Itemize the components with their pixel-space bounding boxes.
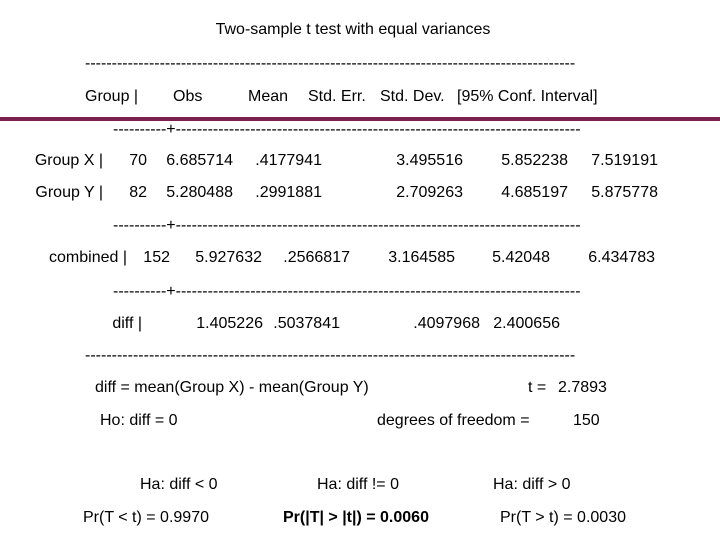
cell-std-err: .5037841	[273, 315, 340, 332]
cell-mean: 1.405226	[196, 315, 263, 332]
cell-obs: 70	[129, 152, 147, 169]
pr-left: Pr(T < t) = 0.9970	[83, 509, 209, 526]
page-title: Two-sample t test with equal variances	[215, 21, 491, 38]
cell-ci-low: 5.42048	[492, 249, 550, 266]
separator-plus-2: ----------+-----------------------------…	[113, 217, 581, 234]
diff-formula-line: diff = mean(Group X) - mean(Group Y) t =…	[0, 378, 720, 398]
table-row-combined: combined | 152 5.927632 .2566817 3.16458…	[0, 248, 720, 268]
separator-plus-3: ----------+-----------------------------…	[113, 283, 581, 300]
pvalues-line: Pr(T < t) = 0.9970 Pr(|T| > |t|) = 0.006…	[0, 508, 720, 528]
cell-std-err: .4177941	[255, 152, 322, 169]
row-label: Group X |	[34, 152, 103, 169]
table-header: Group | Obs Mean Std. Err. Std. Dev. [95…	[0, 87, 720, 107]
cell-ci-low: 4.685197	[501, 184, 568, 201]
header-obs: Obs	[173, 88, 203, 105]
pr-center: Pr(|T| > |t|) = 0.0060	[283, 509, 429, 526]
cell-mean: 6.685714	[166, 152, 233, 169]
cell-mean: 5.927632	[195, 249, 262, 266]
cell-ci-high: 5.875778	[591, 184, 658, 201]
alt-hypotheses-line: Ha: diff < 0 Ha: diff != 0 Ha: diff > 0	[0, 475, 720, 495]
cell-std-dev: 2.709263	[396, 184, 463, 201]
df-value: 150	[573, 412, 600, 429]
pr-right: Pr(T > t) = 0.0030	[500, 509, 626, 526]
row-label: combined |	[49, 249, 127, 266]
cell-obs: 152	[143, 249, 170, 266]
table-row-diff: diff | 1.405226 .5037841 .4097968 2.4006…	[0, 314, 720, 334]
cell-std-dev: 3.164585	[388, 249, 455, 266]
row-label: diff |	[112, 315, 142, 332]
diff-formula: diff = mean(Group X) - mean(Group Y)	[95, 379, 369, 396]
cell-std-dev: 3.495516	[396, 152, 463, 169]
t-label: t =	[528, 379, 547, 396]
t-value: 2.7893	[558, 379, 607, 396]
ha-center: Ha: diff != 0	[317, 476, 399, 493]
header-std-err: Std. Err.	[308, 88, 366, 105]
cell-obs: 82	[129, 184, 147, 201]
cell-ci-high: 7.519191	[591, 152, 658, 169]
accent-rule	[0, 117, 720, 121]
separator-bottom: ----------------------------------------…	[85, 347, 576, 364]
ha-right: Ha: diff > 0	[493, 476, 571, 493]
cell-mean: 5.280488	[166, 184, 233, 201]
cell-ci-high: 2.400656	[493, 315, 560, 332]
table-row-group-x: Group X | 70 6.685714 .4177941 3.495516 …	[0, 151, 720, 171]
ha-left: Ha: diff < 0	[140, 476, 218, 493]
cell-ci-low: .4097968	[413, 315, 480, 332]
header-conf-interval: [95% Conf. Interval]	[457, 88, 598, 105]
separator-plus-1: ----------+-----------------------------…	[113, 121, 581, 138]
table-row-group-y: Group Y | 82 5.280488 .2991881 2.709263 …	[0, 183, 720, 203]
cell-ci-high: 6.434783	[588, 249, 655, 266]
h0-statement: Ho: diff = 0	[100, 412, 178, 429]
header-std-dev: Std. Dev.	[380, 88, 445, 105]
header-group: Group |	[85, 88, 139, 105]
row-label: Group Y |	[35, 184, 103, 201]
cell-std-err: .2566817	[283, 249, 350, 266]
null-hypothesis-line: Ho: diff = 0 degrees of freedom = 150	[0, 411, 720, 431]
header-mean: Mean	[248, 88, 289, 105]
df-label: degrees of freedom =	[377, 412, 530, 429]
cell-std-err: .2991881	[255, 184, 322, 201]
separator-top: ----------------------------------------…	[85, 55, 576, 72]
cell-ci-low: 5.852238	[501, 152, 568, 169]
